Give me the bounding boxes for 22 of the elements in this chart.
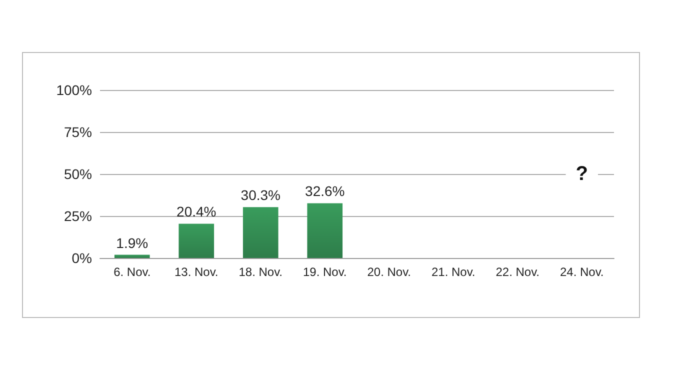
- y-tick-label: 75%: [64, 124, 92, 140]
- x-tick-label: 22. Nov.: [496, 265, 540, 279]
- y-tick-label: 100%: [56, 82, 92, 98]
- x-tick-label: 18. Nov.: [238, 265, 283, 279]
- x-tick-label: 13. Nov.: [174, 265, 218, 279]
- bar: [178, 224, 214, 258]
- annotation: ?: [576, 163, 588, 185]
- x-tick-label: 24. Nov.: [560, 265, 604, 279]
- x-tick-label: 6. Nov.: [114, 265, 151, 279]
- y-tick-label: 50%: [64, 166, 92, 182]
- bar: [307, 203, 343, 258]
- bar: [242, 207, 278, 258]
- bar: [114, 254, 150, 258]
- x-tick-label: 20. Nov.: [367, 265, 412, 279]
- data-label: 20.4%: [176, 204, 216, 220]
- x-tick-label: 21. Nov.: [431, 265, 476, 279]
- data-label: 30.3%: [240, 187, 280, 204]
- x-tick-label: 19. Nov.: [302, 265, 347, 279]
- data-label: 32.6%: [305, 183, 345, 200]
- y-tick-label: 0%: [72, 250, 92, 266]
- y-tick-label: 25%: [64, 208, 92, 224]
- data-label: 1.9%: [116, 234, 148, 251]
